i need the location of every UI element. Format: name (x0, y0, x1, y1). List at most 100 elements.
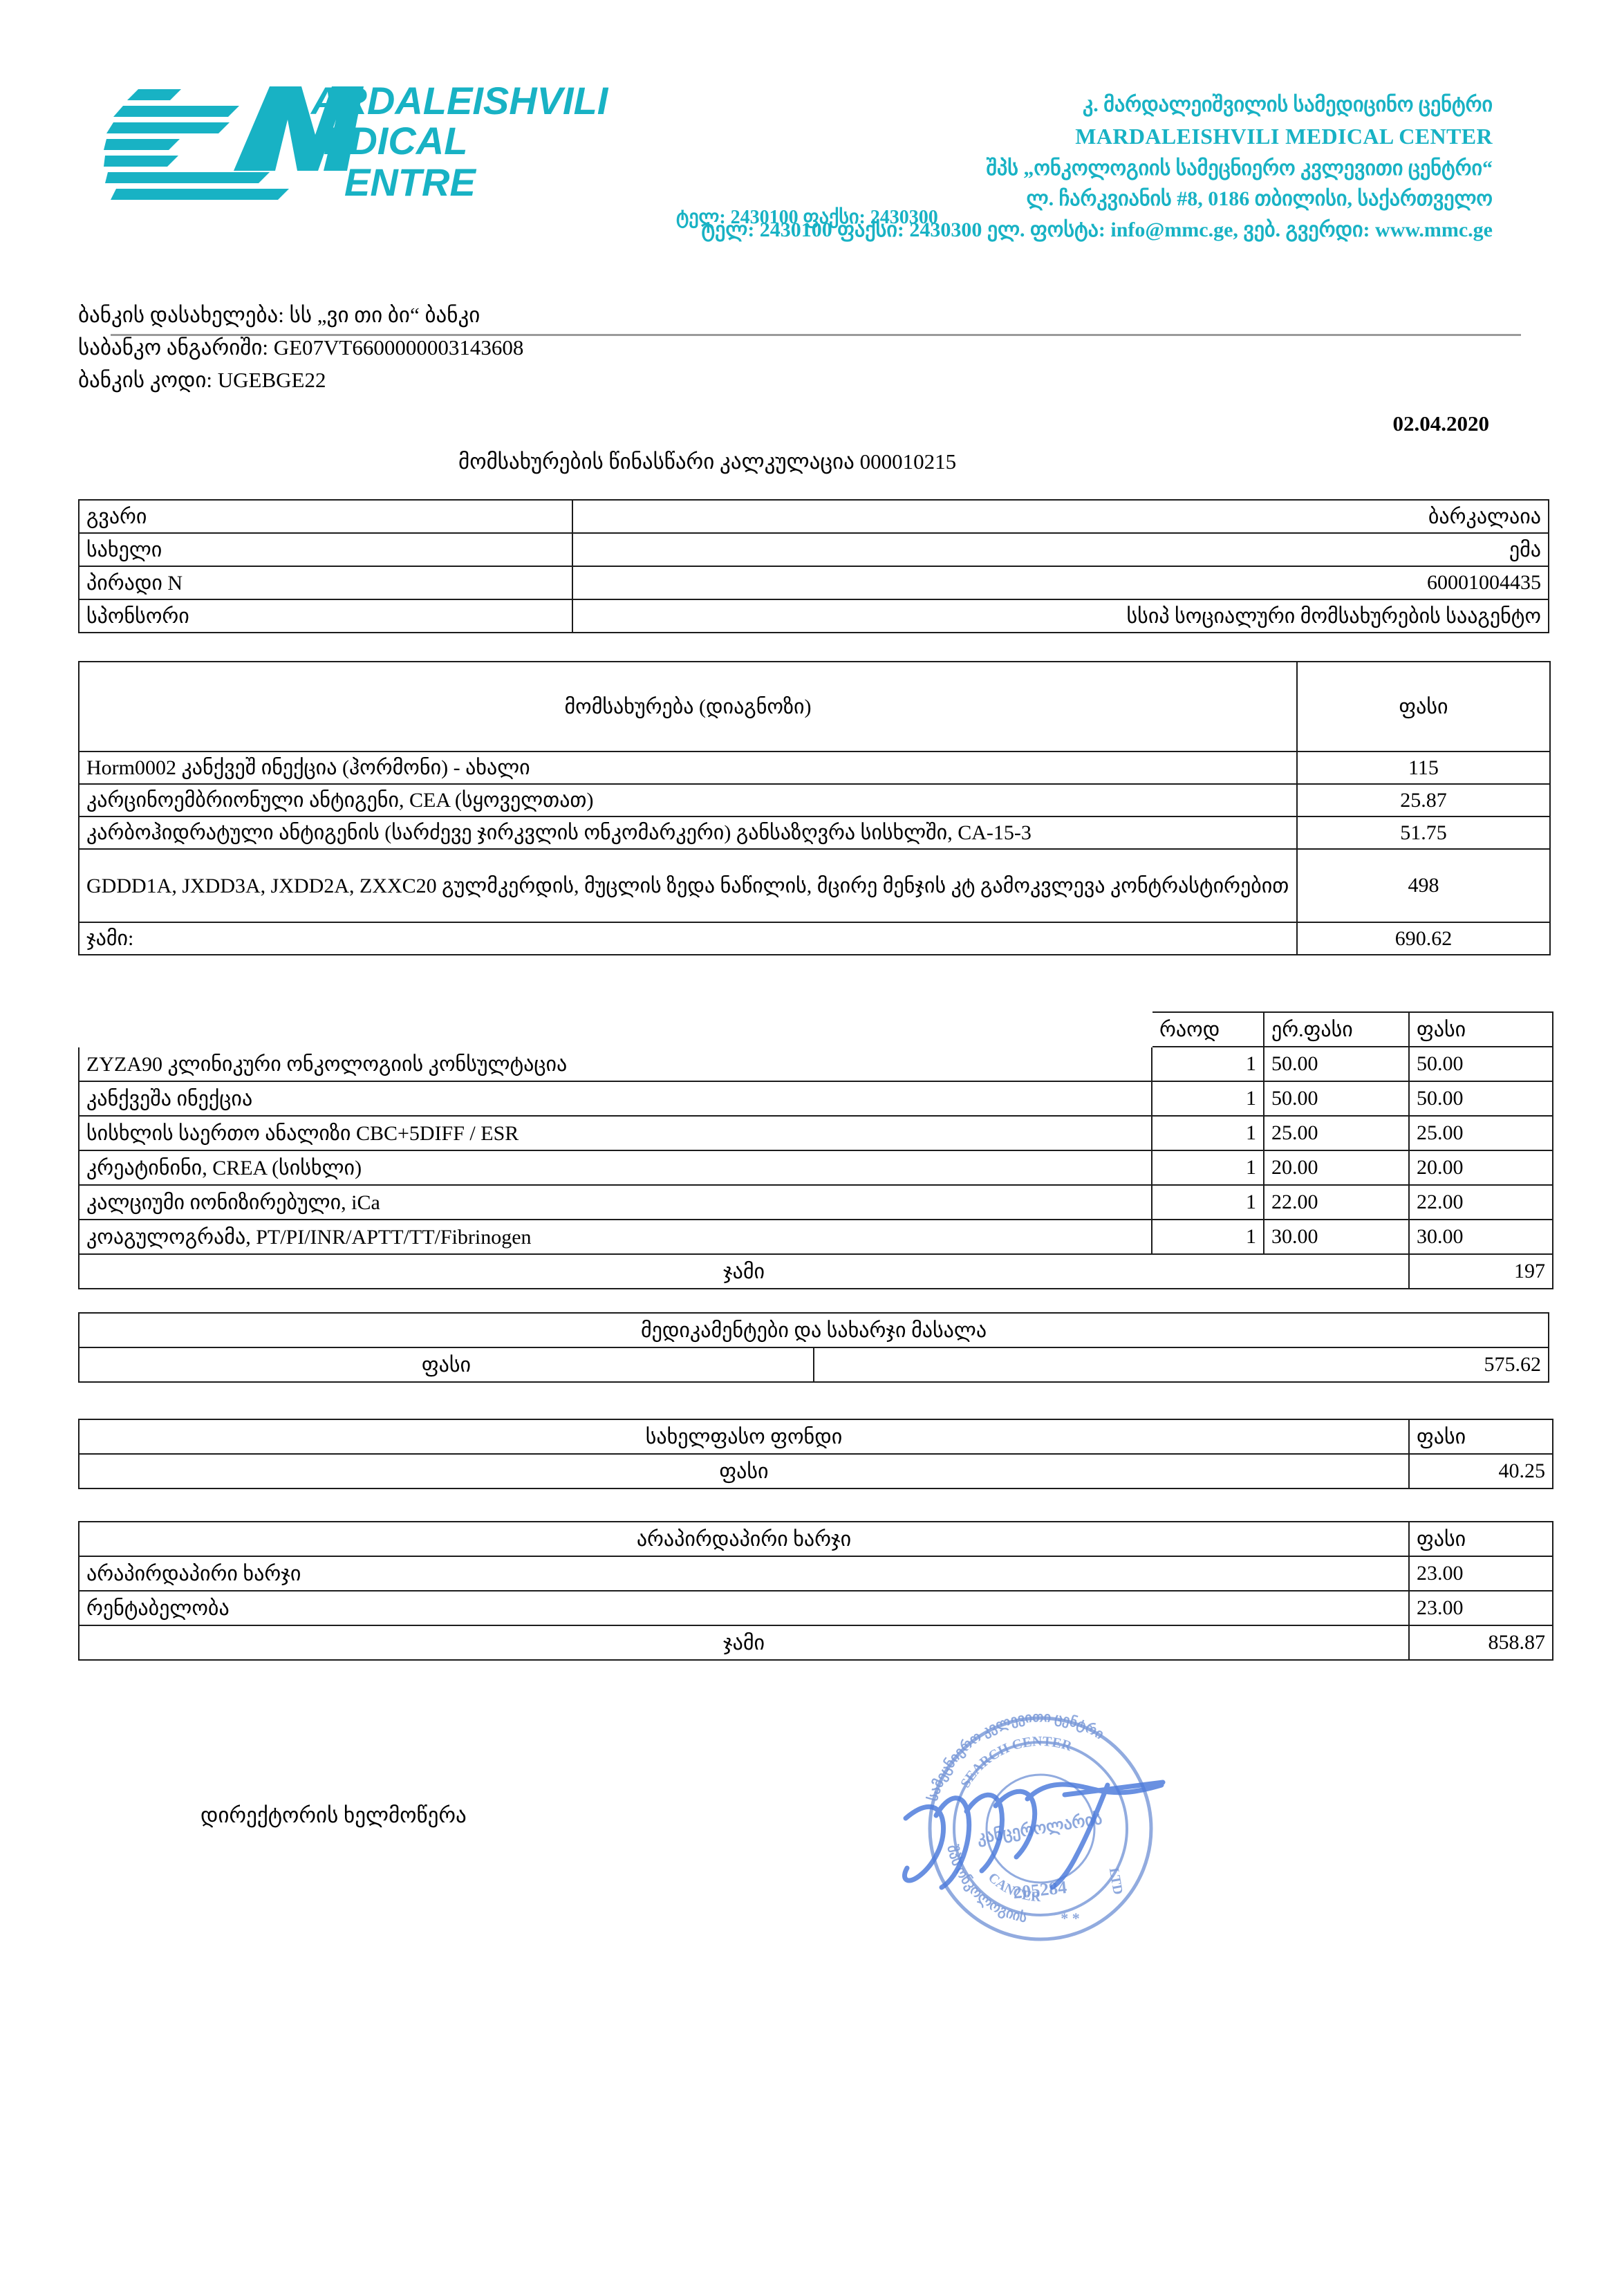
itemised-total-label: ჯამი (722, 1260, 765, 1283)
non-paid-row-value: 23.00 (1417, 1596, 1464, 1619)
table-row: Horm0002 კანქვეშ ინექცია (ჰორმონი) - ახა… (78, 751, 1551, 785)
itemised-name: კოაგულოგრამა, PT/PI/INR/APTT/TT/Fibrinog… (86, 1225, 532, 1249)
itemised-price: 50.00 (1417, 1087, 1464, 1110)
table-total-row: ჯამი 197 (78, 1253, 1553, 1289)
itemised-price: 20.00 (1417, 1156, 1464, 1179)
itemised-header-unit-price: ერ.ფასი (1271, 1018, 1353, 1041)
bank-code: ბანკის კოდი: UGEBGE22 (78, 368, 326, 393)
non-paid-title: არაპირდაპირი ხარჯი (636, 1527, 852, 1551)
itemised-unit-price: 20.00 (1271, 1156, 1318, 1179)
service-price: 498 (1408, 874, 1439, 897)
itemised-name: სისხლის საერთო ანალიზი CBC+5DIFF / ESR (86, 1121, 519, 1145)
table-row: კრეატინინი, CREA (სისხლი) 1 20.00 20.00 (78, 1150, 1553, 1186)
document-title: მომსახურების წინასწარი კალკულაცია 000010… (458, 449, 957, 474)
itemised-name: კალციუმი იონიზირებული, iCa (86, 1191, 380, 1214)
state-fund-header-value: ფასი (1417, 1425, 1466, 1448)
itemised-unit-price: 50.00 (1271, 1087, 1318, 1110)
table-row: ფასი 575.62 (78, 1347, 1549, 1383)
services-total-label: ჯამი: (86, 927, 134, 950)
table-row: კოაგულოგრამა, PT/PI/INR/APTT/TT/Fibrinog… (78, 1219, 1553, 1255)
service-price: 25.87 (1400, 788, 1447, 812)
service-description: კარბოჰიდრატული ანტიგენის (სარძევე ჯირკვლ… (86, 821, 1032, 844)
patient-field-label: გვარი (86, 505, 147, 528)
table-total-row: ჯამი 858.87 (78, 1625, 1553, 1661)
non-paid-row-label: არაპირდაპირი ხარჯი (86, 1562, 301, 1585)
itemised-name: კანქვეშა ინექცია (86, 1087, 253, 1110)
handwritten-signature (902, 1780, 1166, 1890)
patient-field-label: სპონსორი (86, 604, 189, 628)
service-description: Horm0002 კანქვეშ ინექცია (ჰორმონი) - ახა… (86, 756, 530, 779)
stamp-ltd-en-text: LTD (1106, 1867, 1126, 1896)
itemised-price: 50.00 (1417, 1052, 1464, 1075)
medicines-table: მედიკამენტები და სახარჯი მასალა ფასი 575… (78, 1312, 1549, 1383)
itemised-header-price: ფასი (1417, 1018, 1466, 1041)
official-stamp: სამეცნიერო კვლევითი ცენტრი SEARCH CENTER… (892, 1680, 1189, 1977)
table-row: გვარი ბარკალაია (78, 499, 1549, 534)
non-paid-expenses-table: არაპირდაპირი ხარჯი ფასი არაპირდაპირი ხარ… (78, 1521, 1553, 1661)
table-row: კანქვეშა ინექცია 1 50.00 50.00 (78, 1081, 1553, 1117)
table-row: სისხლის საერთო ანალიზი CBC+5DIFF / ESR 1… (78, 1115, 1553, 1151)
services-header-price: ფასი (1399, 695, 1448, 718)
table-row: ZYZA90 კლინიკური ონკოლოგიის კონსულტაცია … (78, 1046, 1553, 1082)
itemised-qty: 1 (1246, 1156, 1256, 1179)
medicines-title: მედიკამენტები და სახარჯი მასალა (640, 1318, 987, 1342)
itemised-unit-price: 50.00 (1271, 1052, 1318, 1075)
svg-text:ARDALEISHVILI: ARDALEISHVILI (310, 80, 609, 122)
services-table: მომსახურება (დიაგნოზი) ფასი Horm0002 კან… (78, 661, 1551, 955)
patient-info-table: გვარი ბარკალაია სახელი ემა პირადი N 6000… (78, 499, 1549, 633)
org-name-en: MARDALEISHVILI MEDICAL CENTER (1075, 124, 1493, 149)
state-fund-row-value: 40.25 (1498, 1459, 1546, 1482)
medicines-row-value: 575.62 (1484, 1353, 1542, 1376)
table-header-row: მომსახურება (დიაგნოზი) ფასი (78, 661, 1551, 752)
table-header-row: მედიკამენტები და სახარჯი მასალა (78, 1312, 1549, 1348)
table-row: კალციუმი იონიზირებული, iCa 1 22.00 22.00 (78, 1184, 1553, 1220)
patient-field-label: პირადი N (86, 571, 183, 595)
table-row: კარბოჰიდრატული ანტიგენის (სარძევე ჯირკვლ… (78, 816, 1551, 850)
patient-field-value: ემა (1509, 538, 1541, 561)
itemised-unit-price: 22.00 (1271, 1191, 1318, 1213)
patient-field-label: სახელი (86, 538, 162, 561)
itemised-price: 25.00 (1417, 1121, 1464, 1144)
org-contacts: ტელ: 2430100 ფაქსი: 2430300 ელ. ფოსტა: i… (701, 218, 1493, 241)
table-total-row: ჯამი: 690.62 (78, 922, 1551, 955)
stamp-asterisks: * * (1061, 1910, 1080, 1927)
non-paid-total-value: 858.87 (1488, 1631, 1546, 1654)
table-header-row: რაოდ ერ.ფასი ფასი (79, 1011, 1553, 1047)
svg-text:სამეცნიერო კვლევითი ცენტრი: სამეცნიერო კვლევითი ცენტრი (925, 1710, 1106, 1803)
document-date: 02.04.2020 (1392, 411, 1490, 436)
itemised-name: ZYZA90 კლინიკური ონკოლოგიის კონსულტაცია (86, 1052, 568, 1076)
itemised-header-qty: რაოდ (1159, 1018, 1220, 1041)
org-address: ლ. ჩარკვიანის #8, 0186 თბილისი, საქართვე… (1026, 187, 1493, 211)
itemised-qty: 1 (1246, 1087, 1256, 1110)
stamp-outer-top-text: სამეცნიერო კვლევითი ცენტრი (925, 1710, 1106, 1803)
itemised-qty: 1 (1246, 1052, 1256, 1075)
itemised-name: კრეატინინი, CREA (სისხლი) (86, 1156, 362, 1179)
table-header-row: სახელფასო ფონდი ფასი (78, 1419, 1553, 1455)
itemised-qty: 1 (1246, 1121, 1256, 1144)
non-paid-header-value: ფასი (1417, 1527, 1466, 1551)
document-header: ARDALEISHVILI EDICAL ENTRE ტელ: 2430100 … (0, 66, 1624, 336)
table-row: კარცინოემბრიონული ანტიგენი, CEA (სყოველთ… (78, 783, 1551, 817)
table-row: ფასი 40.25 (78, 1453, 1553, 1489)
patient-field-value: 60001004435 (1427, 571, 1541, 594)
service-price: 115 (1408, 756, 1439, 779)
bank-name: ბანკის დასახელება: სს „ვი თი ბი“ ბანკი (78, 303, 480, 327)
company-logo: ARDALEISHVILI EDICAL ENTRE ტელ: 2430100 … (104, 80, 938, 239)
table-row: სახელი ემა (78, 532, 1549, 567)
table-row: რენტაბელობა 23.00 (78, 1590, 1553, 1626)
table-row: არაპირდაპირი ხარჯი 23.00 (78, 1556, 1553, 1592)
table-row: სპონსორი სსიპ სოციალური მომსახურების საა… (78, 599, 1549, 633)
itemised-price: 30.00 (1417, 1225, 1464, 1248)
table-row: GDDD1A, JXDD3A, JXDD2A, ZXXC20 გულმკერდი… (78, 848, 1551, 923)
services-total-value: 690.62 (1394, 926, 1453, 950)
itemised-total-value: 197 (1514, 1260, 1545, 1282)
logo-mark-icon: ARDALEISHVILI EDICAL ENTRE (104, 80, 609, 204)
bank-account: საბანკო ანგარიში: GE07VT6600000003143608 (78, 335, 524, 360)
table-row: პირადი N 60001004435 (78, 566, 1549, 600)
svg-text:ENTRE: ENTRE (344, 160, 476, 204)
bank-details: ბანკის დასახელება: სს „ვი თი ბი“ ბანკი ს… (78, 299, 523, 396)
services-header-description: მომსახურება (დიაგნოზი) (564, 695, 812, 718)
service-description: GDDD1A, JXDD3A, JXDD2A, ZXXC20 გულმკერდი… (86, 874, 1289, 897)
state-fund-table: სახელფასო ფონდი ფასი ფასი 40.25 (78, 1419, 1553, 1489)
medicines-row-label: ფასი (421, 1353, 472, 1376)
